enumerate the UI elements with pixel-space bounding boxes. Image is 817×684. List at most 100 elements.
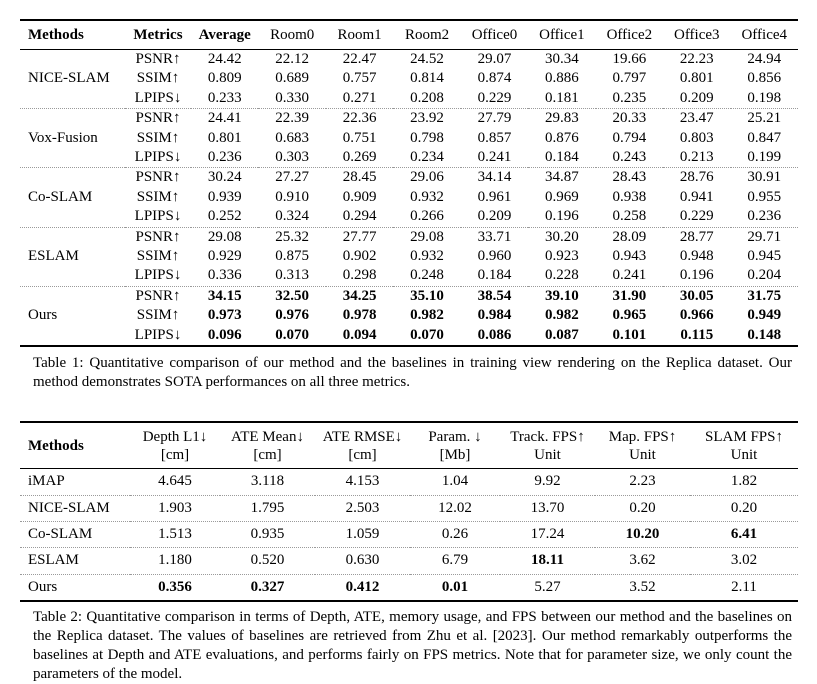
value-cell: 0.101 [612, 326, 647, 343]
value-cell: 0.324 [275, 208, 310, 225]
value-cell: 0.208 [410, 89, 444, 106]
method-name-cell: ESLAM [20, 226, 125, 287]
value-cell: 0.20 [690, 494, 798, 522]
metric-name-cell: LPIPS↓ [134, 267, 182, 284]
value-cell: 30.24 [191, 167, 259, 188]
value-cell: 0.271 [342, 89, 377, 106]
value-cell: 22.47 [342, 51, 377, 67]
table1-row: NICE-SLAM PSNR↑ 24.42 22.12 22.47 24.52 29.07 3… [20, 50, 798, 86]
header-line1: Map. FPS↑ [608, 429, 677, 446]
value-cell: 0.976 [275, 307, 310, 324]
table1-rendering-comparison: Methods Metrics Average Room0 Room1 Room2 Offi… [20, 19, 798, 348]
value-cell: 0.938 [612, 188, 647, 205]
value-cell: 29.07 [477, 51, 512, 67]
value-cell: 0.874 [477, 70, 512, 87]
value-cell: 0.313 [275, 267, 310, 284]
value-cell: 27.79 [460, 108, 529, 129]
value-cell: 0.184 [545, 149, 579, 166]
value-cell: 0.683 [275, 129, 310, 146]
value-cell: 0.982 [410, 307, 444, 324]
method-name-cell: Co-SLAM [20, 520, 130, 548]
value-cell: 3.62 [595, 547, 690, 575]
method-name-cell: ESLAM [20, 547, 130, 575]
table1-row: LPIPS↓ 0.233 0.330 0.271 0.208 0.229 0.181 0.23… [20, 89, 798, 109]
header-line2: [cm] [348, 447, 377, 464]
header-line1: ATE RMSE↓ [322, 429, 403, 446]
value-cell: 0.973 [207, 307, 242, 324]
method-name-cell: NICE-SLAM [20, 494, 130, 522]
value-cell: 4.153 [345, 473, 380, 490]
value-cell: 0.948 [679, 248, 714, 265]
value-cell: 10.20 [595, 520, 690, 548]
value-cell: 0.234 [410, 149, 444, 166]
value-cell: 0.982 [545, 307, 579, 324]
header-line2: [Mb] [439, 447, 471, 464]
value-cell: 23.47 [663, 108, 731, 129]
value-cell: 2.503 [315, 494, 410, 522]
table2-row: ESLAM 1.180 0.520 0.630 6.79 18.11 3.62 3.02 [20, 547, 798, 575]
header-line1: SLAM FPS↑ [705, 429, 783, 446]
value-cell: 29.08 [191, 226, 259, 248]
value-cell: 1.04 [441, 473, 469, 490]
value-cell: 0.229 [679, 208, 714, 225]
method-name-cell: Vox-Fusion [20, 108, 125, 168]
value-cell: 0.923 [545, 248, 579, 265]
value-cell: 24.52 [410, 51, 444, 67]
value-cell: 28.43 [595, 167, 664, 188]
metric-name-cell: PSNR↑ [135, 51, 181, 67]
value-cell: 0.266 [410, 208, 444, 225]
value-cell: 22.39 [258, 108, 326, 129]
value-cell: 0.181 [545, 89, 579, 106]
value-cell: 0.902 [342, 248, 377, 265]
value-cell: 0.801 [679, 70, 714, 87]
value-cell: 0.269 [342, 149, 377, 166]
value-cell: 0.965 [612, 307, 647, 324]
value-cell: 0.929 [207, 248, 242, 265]
value-cell: 0.886 [545, 70, 579, 87]
value-cell: 0.935 [220, 520, 315, 548]
table1-column-header: Metrics [125, 20, 191, 50]
table2-column-header: Methods [20, 422, 130, 470]
table2-block: Methods Depth L1↓ [cm] ATE Mean↓ [cm] ATE RMS… [20, 421, 798, 684]
value-cell: 0.196 [545, 208, 579, 225]
value-cell: 28.76 [663, 167, 731, 188]
value-cell: 31.75 [730, 285, 798, 307]
table2-row: iMAP 4.645 3.118 4.153 1.04 9.92 2.23 1.82 [20, 469, 798, 495]
header-line1: Methods [28, 438, 84, 455]
header-line1: ATE Mean↓ [231, 429, 304, 446]
metric-name-cell: SSIM↑ [136, 248, 180, 265]
table2-row: Ours 0.356 0.327 0.412 0.01 5.27 3.52 2.11 [20, 573, 798, 602]
value-cell: 0.204 [747, 267, 782, 284]
value-cell: 0.943 [612, 248, 647, 265]
table1-column-header: Room1 [325, 20, 394, 50]
value-cell: 0.243 [612, 149, 647, 166]
value-cell: 31.90 [595, 285, 664, 307]
value-cell: 0.198 [747, 89, 782, 106]
value-cell: 34.14 [460, 167, 529, 188]
value-cell: 1.180 [130, 547, 220, 575]
value-cell: 1.059 [315, 520, 410, 548]
value-cell: 0.794 [612, 129, 647, 146]
value-cell: 0.961 [477, 188, 512, 205]
table2-performance-comparison: Methods Depth L1↓ [cm] ATE Mean↓ [cm] ATE RMS… [20, 421, 798, 603]
metric-name-cell: PSNR↑ [125, 226, 191, 248]
value-cell: 3.02 [690, 547, 798, 575]
value-cell: 5.27 [500, 573, 595, 602]
table1-row: Vox-Fusion PSNR↑ 24.41 22.39 22.36 23.92 27.79… [20, 108, 798, 168]
value-cell: 19.66 [612, 51, 647, 67]
table1-row: Co-SLAM PSNR↑ 30.24 27.27 28.45 29.06 34.14 34.… [20, 167, 798, 228]
value-cell: 38.54 [460, 285, 529, 307]
value-cell: 6.41 [690, 520, 798, 548]
value-cell: 0.751 [342, 129, 377, 146]
value-cell: 30.34 [545, 51, 579, 67]
value-cell: 0.086 [477, 326, 512, 343]
value-cell: 0.945 [747, 248, 782, 265]
value-cell: 39.10 [528, 285, 596, 307]
value-cell: 0.847 [747, 129, 782, 146]
value-cell: 0.809 [207, 70, 242, 87]
value-cell: 0.932 [410, 188, 444, 205]
method-name-cell: Ours [20, 285, 125, 347]
table1-column-header: Office1 [528, 20, 596, 50]
table2-column-header: Depth L1↓ [cm] [130, 422, 220, 470]
table2-column-header: ATE RMSE↓ [cm] [315, 422, 410, 470]
